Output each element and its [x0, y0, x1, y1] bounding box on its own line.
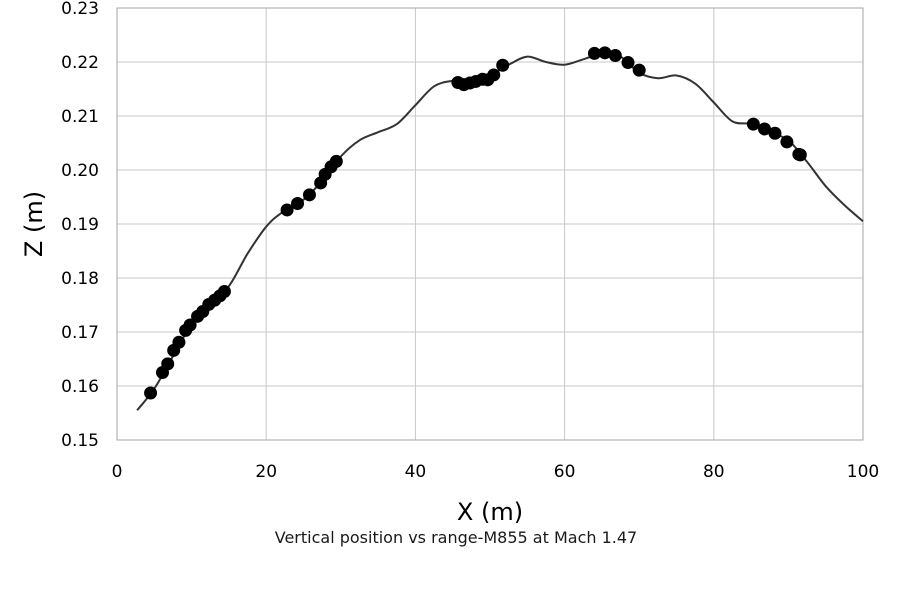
data-point [496, 58, 510, 72]
data-point [302, 188, 316, 202]
y-tick-label: 0.21 [61, 107, 99, 127]
y-axis-ticks: 0.15 0.16 0.17 0.18 0.19 0.20 0.21 0.22 0.23 [61, 0, 99, 451]
series [136, 46, 864, 411]
x-axis-label: X (m) [457, 498, 523, 526]
data-point [598, 46, 612, 60]
y-axis-label: Z (m) [20, 191, 48, 257]
y-tick-label: 0.20 [61, 161, 99, 181]
data-point [329, 154, 343, 168]
x-tick-label: 100 [847, 462, 879, 482]
data-point [746, 117, 760, 131]
y-tick-label: 0.23 [61, 0, 99, 19]
x-tick-label: 60 [554, 462, 576, 482]
y-tick-label: 0.17 [61, 323, 99, 343]
data-point [793, 148, 807, 162]
x-tick-label: 0 [112, 462, 123, 482]
y-tick-label: 0.15 [61, 431, 99, 451]
data-point [183, 318, 197, 332]
plot-area-border [116, 7, 864, 441]
data-point [291, 196, 305, 210]
y-tick-label: 0.22 [61, 53, 99, 73]
data-point [587, 46, 601, 60]
y-tick-label: 0.19 [61, 215, 99, 235]
data-point [621, 56, 635, 70]
y-tick-label: 0.18 [61, 269, 99, 289]
data-point [768, 126, 782, 140]
x-tick-label: 80 [703, 462, 725, 482]
data-point [487, 68, 501, 82]
data-point [217, 285, 231, 298]
x-tick-label: 40 [405, 462, 427, 482]
x-axis-ticks: 0 20 40 60 80 100 [112, 462, 880, 482]
data-point [758, 122, 772, 136]
data-point [608, 49, 622, 63]
x-tick-label: 20 [255, 462, 277, 482]
data-point [280, 203, 294, 217]
data-point [144, 386, 158, 400]
chart-title: Vertical position vs range-M855 at Mach … [274, 528, 638, 547]
data-point [172, 335, 186, 349]
y-tick-label: 0.16 [61, 377, 99, 397]
data-point [632, 63, 646, 77]
data-point [780, 135, 794, 149]
data-point [161, 357, 175, 371]
